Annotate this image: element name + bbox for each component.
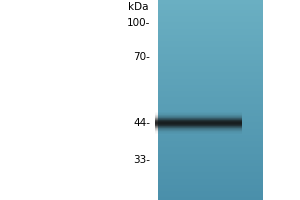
Text: 100-: 100- — [127, 18, 150, 28]
Text: kDa: kDa — [128, 2, 148, 12]
Text: 44-: 44- — [133, 118, 150, 128]
Text: 33-: 33- — [133, 155, 150, 165]
Text: 70-: 70- — [133, 52, 150, 62]
